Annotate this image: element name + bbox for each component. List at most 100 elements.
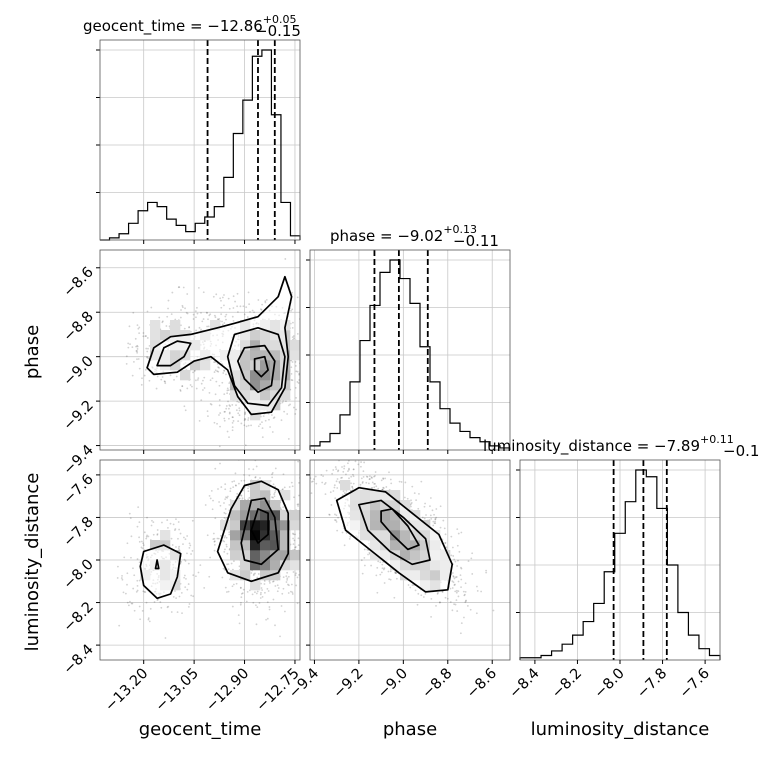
scatter-point (172, 596, 175, 598)
histogram-bar (148, 202, 158, 240)
scatter-point (349, 535, 352, 538)
scatter-point (183, 558, 186, 561)
scatter-point (289, 322, 292, 325)
scatter-point (239, 586, 242, 589)
scatter-point (226, 495, 229, 498)
scatter-point (219, 534, 222, 537)
histogram-step-line (100, 49, 301, 241)
histogram-bar (573, 635, 584, 660)
scatter-point (146, 337, 149, 339)
scatter-point (251, 309, 254, 312)
scatter-point (196, 312, 199, 315)
y-tick-label: −8.6 (61, 264, 97, 300)
scatter-point (228, 412, 231, 415)
scatter-point (164, 382, 167, 385)
scatter-point (257, 299, 260, 301)
scatter-point (343, 544, 346, 547)
scatter-point (243, 313, 246, 316)
density-cell (240, 500, 251, 511)
scatter-point (453, 558, 456, 561)
scatter-point (211, 508, 214, 511)
scatter-point (145, 601, 148, 604)
density-cell (290, 340, 300, 351)
scatter-point (178, 545, 181, 548)
scatter-point (377, 487, 380, 490)
scatter-point (218, 414, 220, 416)
scatter-point (230, 562, 233, 565)
scatter-point (298, 373, 300, 376)
scatter-point (232, 307, 235, 309)
scatter-point (218, 366, 220, 369)
scatter-point (394, 571, 396, 574)
scatter-point (213, 540, 216, 543)
scatter-point (321, 481, 324, 484)
scatter-point (460, 531, 463, 534)
scatter-point (256, 606, 259, 609)
scatter-point (238, 407, 241, 410)
scatter-point (170, 313, 173, 316)
scatter-point (191, 550, 194, 552)
histogram-panel-phase (306, 249, 511, 454)
scatter-point (159, 601, 162, 603)
histogram-bar (625, 502, 636, 660)
scatter-point (178, 528, 181, 531)
scatter-point (234, 472, 237, 475)
scatter-point (218, 384, 221, 387)
density-cell (270, 540, 281, 551)
scatter-point (389, 478, 392, 481)
scatter-point (291, 327, 294, 329)
density-cell (280, 520, 291, 531)
scatter-point (161, 376, 164, 378)
scatter-point (238, 622, 241, 625)
scatter-point (464, 593, 466, 596)
scatter-point (410, 499, 412, 502)
scatter-point (148, 620, 151, 623)
scatter-point (290, 366, 293, 369)
scatter-point (466, 605, 469, 607)
scatter-point (293, 337, 295, 340)
density-cell (240, 560, 251, 571)
scatter-point (228, 307, 231, 310)
scatter-point (305, 339, 307, 341)
scatter-point (247, 291, 250, 294)
scatter-point (316, 580, 318, 582)
scatter-point (181, 612, 183, 615)
scatter-point (195, 316, 197, 319)
scatter-point (266, 617, 269, 620)
scatter-point (320, 436, 322, 438)
scatter-point (219, 462, 221, 465)
scatter-point (126, 601, 129, 604)
scatter-point (200, 328, 202, 331)
scatter-point (471, 573, 474, 575)
scatter-point (130, 556, 132, 559)
scatter-point (290, 309, 292, 312)
scatter-point (435, 604, 437, 607)
scatter-point (166, 519, 169, 521)
scatter-point (387, 570, 390, 573)
scatter-point (415, 499, 418, 502)
scatter-point (224, 410, 226, 413)
scatter-point (129, 343, 131, 346)
scatter-point (226, 392, 229, 395)
scatter-point (301, 329, 303, 331)
scatter-point (464, 590, 467, 593)
density-cell (270, 530, 281, 541)
scatter-point (225, 373, 227, 376)
scatter-point (187, 605, 190, 608)
scatter-point (319, 356, 321, 358)
scatter-point (209, 313, 212, 316)
density-cell (150, 320, 161, 331)
scatter-point (238, 482, 240, 485)
scatter-point (241, 497, 244, 500)
scatter-point (247, 424, 250, 427)
scatter-point (212, 499, 214, 502)
scatter-point (367, 553, 369, 556)
scatter-point (310, 492, 313, 494)
density-cell (170, 330, 181, 341)
scatter-point (136, 324, 139, 327)
scatter-point (301, 584, 303, 586)
scatter-point (228, 533, 231, 536)
scatter-point (244, 444, 247, 447)
y-tick-label: −7.8 (61, 514, 97, 550)
scatter-point (188, 546, 191, 549)
